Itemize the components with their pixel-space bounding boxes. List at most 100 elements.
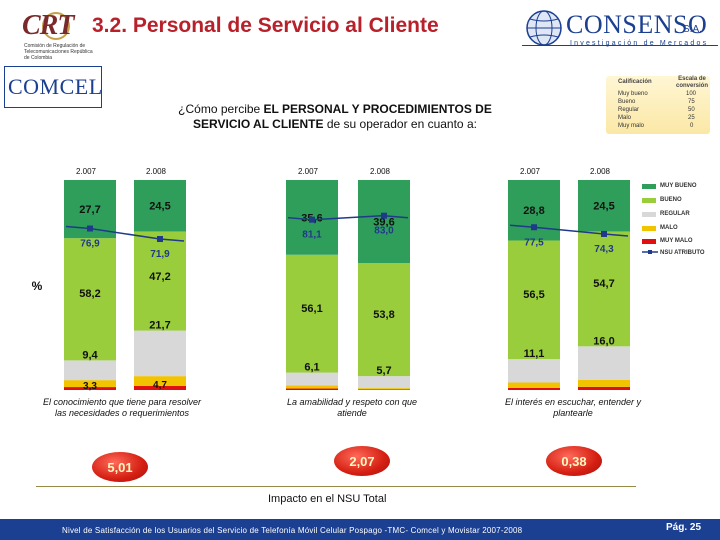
- year-label: 2.007: [298, 167, 319, 176]
- consenso-globe-icon: [526, 10, 562, 46]
- y-axis-label: %: [32, 279, 43, 293]
- bar-segment-regular: [134, 330, 186, 377]
- chart-legend: MUY BUENO BUENO REGULAR MALO MUY MALO NS…: [640, 181, 720, 261]
- bar-segment-muy-bueno: [134, 180, 186, 232]
- nsu-line-segment: [509, 224, 535, 228]
- year-label: 2.007: [520, 167, 541, 176]
- nsu-line-segment: [159, 238, 185, 242]
- nsu-point: [309, 216, 315, 223]
- page-number: Pág. 25: [666, 522, 702, 533]
- legend-label: MUY MALO: [660, 238, 693, 244]
- legend-label: NSU ATRIBUTO: [660, 250, 705, 256]
- impact-title: Impacto en el NSU Total: [268, 493, 387, 505]
- crt-subtitle: Comisión de Regulación de Telecomunicaci…: [24, 43, 93, 61]
- value-label-bueno: 54,7: [593, 278, 614, 290]
- value-label-malo: 4,7: [153, 380, 167, 391]
- question-prefix: ¿Cómo percibe: [178, 102, 264, 116]
- scale-label: Bueno: [618, 99, 636, 105]
- nsu-line-segment: [311, 214, 385, 221]
- scale-label: Muy malo: [618, 123, 645, 129]
- nsu-line-segment: [383, 214, 409, 219]
- footer-text: Nivel de Satisfacción de los Usuarios de…: [62, 526, 523, 535]
- bar-segment-muy-malo: [578, 386, 630, 390]
- bar-segment-muy-malo: [286, 388, 338, 390]
- legend-swatch: [642, 184, 656, 189]
- legend-swatch: [642, 239, 656, 244]
- value-label-bueno: 53,8: [373, 309, 394, 321]
- nsu-value-label: 83,0: [374, 226, 394, 237]
- value-label-regular: 6,1: [304, 362, 319, 374]
- bar-segment-bueno: [286, 254, 338, 373]
- bar-segment-malo: [578, 379, 630, 387]
- year-label: 2.008: [590, 167, 611, 176]
- page-title: 3.2. Personal de Servicio al Cliente: [92, 14, 439, 37]
- value-label-regular: 11,1: [524, 348, 545, 360]
- group-caption: El conocimiento que tiene para resolver …: [42, 397, 202, 418]
- impact-badge: 5,01: [92, 452, 148, 482]
- bar-segment-muy-bueno: [508, 180, 560, 241]
- scale-label: Regular: [618, 107, 640, 113]
- nsu-value-label: 74,3: [594, 244, 614, 255]
- bar-segment-muy-malo: [508, 387, 560, 390]
- nsu-point: [87, 225, 93, 232]
- year-label: 2.008: [146, 167, 167, 176]
- survey-question: ¿Cómo percibe EL PERSONAL Y PROCEDIMIENT…: [150, 102, 520, 132]
- scale-value: 50: [688, 107, 695, 113]
- value-label-malo: 3,3: [83, 381, 97, 392]
- bar-segment-regular: [508, 359, 560, 383]
- year-label: 2.008: [370, 167, 391, 176]
- value-label-bueno: 56,5: [523, 289, 544, 301]
- bar-segment-regular: [578, 346, 630, 380]
- scale-label: Muy bueno: [618, 91, 648, 97]
- value-label-bueno: 58,2: [79, 288, 100, 300]
- value-label-muy-bueno: 24,5: [593, 201, 614, 213]
- value-label-muy-bueno: 28,8: [523, 205, 544, 217]
- legend-label: MALO: [660, 225, 678, 231]
- conversion-scale: Calificación Escala de conversión Muy bu…: [606, 76, 710, 134]
- scale-value: 100: [686, 91, 697, 97]
- legend-label: REGULAR: [660, 211, 690, 217]
- value-label-regular: 5,7: [376, 365, 391, 377]
- bar-segment-muy-malo: [134, 386, 186, 390]
- question-bold: EL PERSONAL Y PROCEDIMIENTOS DE SERVICIO…: [193, 102, 492, 131]
- group-caption: La amabilidad y respeto con que atiende: [286, 397, 418, 418]
- bar-segment-regular: [358, 376, 410, 389]
- nsu-point: [601, 230, 607, 237]
- nsu-line-segment: [287, 216, 313, 221]
- bar-segment-regular: [286, 372, 338, 386]
- consenso-tagline: Investigación de Mercados: [570, 40, 709, 47]
- crt-logo-mark: [42, 12, 70, 40]
- bar-segment-muy-bueno: [578, 180, 630, 232]
- impact-badge: 0,38: [546, 446, 602, 476]
- consenso-sa: S.A.: [683, 24, 702, 35]
- crt-logo: CRT: [22, 10, 74, 41]
- nsu-line-segment: [533, 226, 605, 235]
- group-caption: El interés en escuchar, entender y plant…: [504, 397, 642, 418]
- nsu-line-segment: [65, 225, 91, 230]
- scale-value: 75: [688, 99, 695, 105]
- scale-header-rating: Calificación: [618, 79, 652, 85]
- header-divider: [522, 45, 718, 46]
- nsu-line-segment: [603, 233, 629, 237]
- value-label-regular: 21,7: [149, 320, 170, 332]
- stacked-bar-chart: % 2.007 27,7 58,2 9,4 3,3 76,9 2.008 24,5 47,2 21,…: [32, 167, 630, 392]
- bar-segment-muy-malo: [358, 389, 410, 390]
- value-label-regular: 16,0: [593, 335, 614, 347]
- bar-segment-malo: [64, 380, 116, 388]
- nsu-value-label: 71,9: [150, 249, 170, 260]
- legend-line-swatch: [642, 250, 658, 254]
- bar-segment-malo: [358, 388, 410, 390]
- bar-segment-bueno: [508, 240, 560, 360]
- scale-value: 25: [688, 115, 695, 121]
- bar-segment-malo: [508, 382, 560, 388]
- value-label-regular: 9,4: [82, 349, 98, 361]
- legend-swatch: [642, 212, 656, 217]
- nsu-point: [381, 212, 387, 219]
- legend-swatch: [642, 198, 656, 203]
- value-label-bueno: 56,1: [301, 303, 322, 315]
- value-label-muy-bueno: 27,7: [79, 204, 100, 216]
- scale-header-conversion: Escala de conversión: [676, 76, 709, 89]
- bar-segment-bueno: [134, 231, 186, 331]
- bar-segment-bueno: [358, 263, 410, 377]
- nsu-point: [531, 224, 537, 231]
